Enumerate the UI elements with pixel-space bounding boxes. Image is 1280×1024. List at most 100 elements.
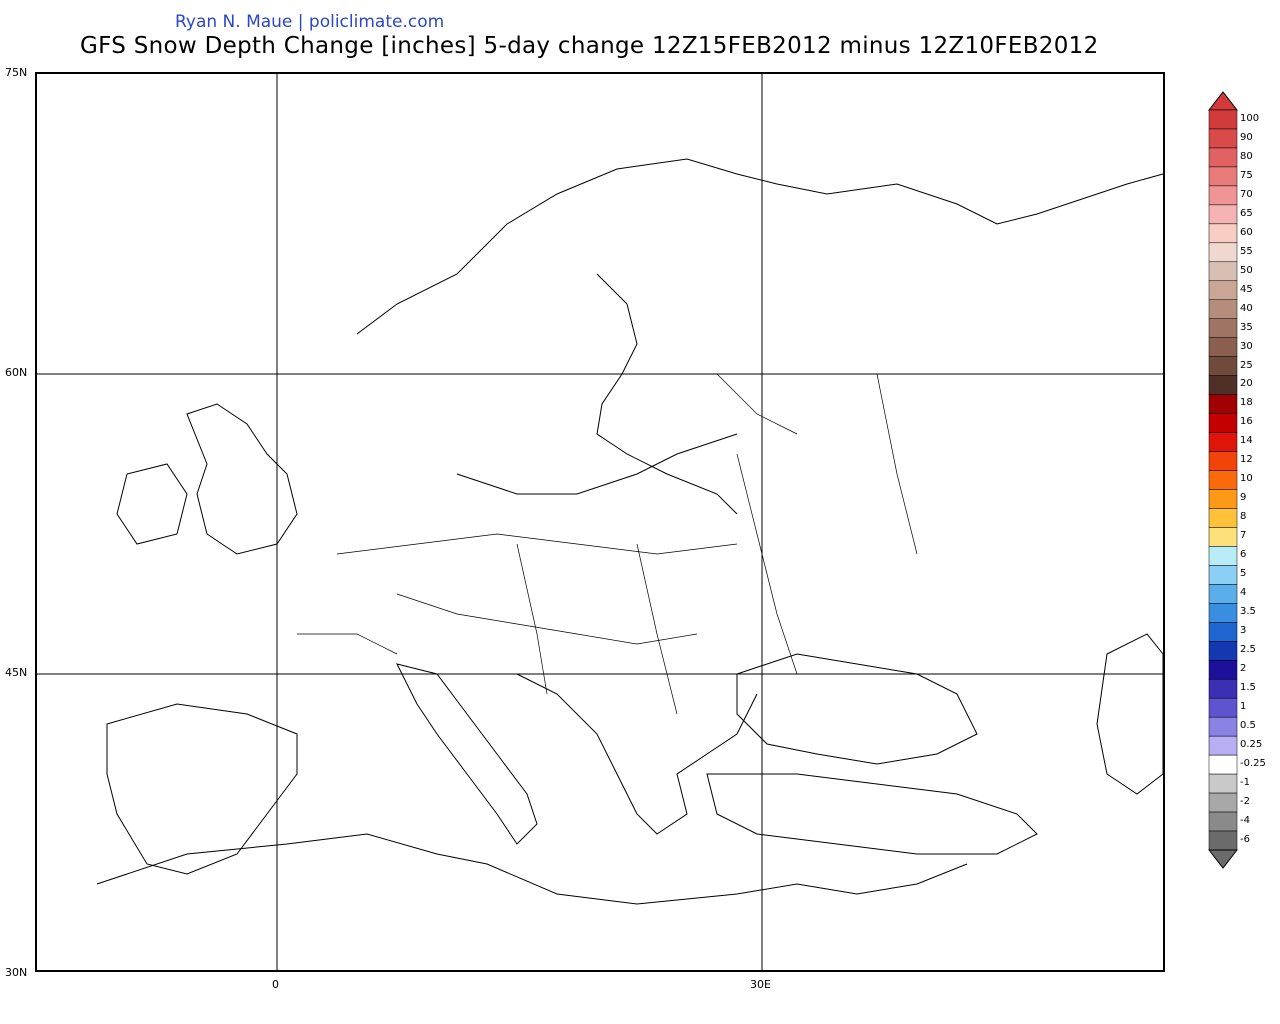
colorbar-label: 16 xyxy=(1240,416,1253,428)
colorbar-label: 40 xyxy=(1240,302,1253,314)
colorbar-swatch xyxy=(1208,128,1238,149)
colorbar-swatch xyxy=(1208,584,1238,604)
colorbar-label: 0.5 xyxy=(1240,720,1256,732)
colorbar-swatch xyxy=(1208,811,1238,832)
scandinavia-coast xyxy=(356,158,1163,335)
colorbar-label: 9 xyxy=(1240,492,1247,504)
colorbar-label: 55 xyxy=(1240,245,1253,257)
colorbar-label: 75 xyxy=(1240,169,1253,181)
colorbar-label: 1 xyxy=(1240,701,1247,713)
lon-label-0: 0 xyxy=(272,978,279,991)
colorbar-label: 2 xyxy=(1240,663,1247,675)
colorbar-label: 1.5 xyxy=(1240,682,1256,694)
north-africa-coast xyxy=(96,833,968,905)
credit-text: Ryan N. Maue | policlimate.com xyxy=(175,12,445,32)
colorbar-swatch xyxy=(1208,470,1238,490)
balkans-coast xyxy=(516,673,758,835)
colorbar-label: -4 xyxy=(1240,814,1250,826)
colorbar-label: -1 xyxy=(1240,776,1250,788)
colorbar-swatch xyxy=(1208,432,1238,452)
lon-label-30e: 30E xyxy=(750,978,771,991)
colorbar-swatch xyxy=(1208,641,1238,661)
colorbar-label: 18 xyxy=(1240,397,1253,409)
map-panel xyxy=(35,72,1165,972)
colorbar-swatch xyxy=(1208,280,1238,300)
colorbar-label: 70 xyxy=(1240,188,1253,200)
colorbar-swatch xyxy=(1208,716,1238,737)
colorbar-label: -2 xyxy=(1240,795,1250,807)
italy-coast xyxy=(396,663,538,845)
colorbar-label: 5 xyxy=(1240,568,1247,580)
colorbar-label: 3.5 xyxy=(1240,606,1256,618)
colorbar-label: 25 xyxy=(1240,359,1253,371)
map-title: GFS Snow Depth Change [inches] 5-day cha… xyxy=(80,33,1099,59)
colorbar-swatch xyxy=(1208,735,1238,756)
colorbar-swatch xyxy=(1208,318,1238,338)
colorbar-label: -0.25 xyxy=(1240,757,1266,769)
colorbar-label: 30 xyxy=(1240,340,1253,352)
colorbar-swatch xyxy=(1208,660,1238,680)
iberia-coast xyxy=(106,703,298,875)
colorbar-label: -6 xyxy=(1240,833,1250,845)
lat-label-60n: 60N xyxy=(5,366,28,379)
colorbar-label: 3 xyxy=(1240,625,1247,637)
colorbar-swatch xyxy=(1208,394,1238,414)
map-canvas xyxy=(37,74,1163,970)
colorbar-label: 12 xyxy=(1240,454,1253,466)
colorbar-swatch xyxy=(1208,109,1238,130)
colorbar-label: 65 xyxy=(1240,207,1253,219)
colorbar-min-arrow xyxy=(1208,849,1238,869)
colorbar-swatch xyxy=(1208,678,1238,699)
colorbar-label: 60 xyxy=(1240,226,1253,238)
colorbar-swatch xyxy=(1208,337,1238,357)
lat-label-75n: 75N xyxy=(5,66,28,79)
bothnia-coast xyxy=(596,273,738,515)
country-borders xyxy=(297,373,918,715)
colorbar-swatch xyxy=(1208,375,1238,395)
baltic-coast xyxy=(456,433,738,495)
colorbar-label: 45 xyxy=(1240,283,1253,295)
colorbar-label: 10 xyxy=(1240,473,1253,485)
colorbar-swatches xyxy=(1208,91,1238,869)
colorbar-swatch xyxy=(1208,603,1238,623)
colorbar-swatch xyxy=(1208,223,1238,244)
colorbar-label: 7 xyxy=(1240,530,1247,542)
colorbar-swatch xyxy=(1208,527,1238,547)
colorbar-label: 35 xyxy=(1240,321,1253,333)
colorbar-swatch xyxy=(1208,754,1238,775)
colorbar xyxy=(1208,90,1238,880)
colorbar-label: 20 xyxy=(1240,378,1253,390)
lat-label-30n: 30N xyxy=(5,966,28,979)
ireland-coast xyxy=(116,463,188,545)
colorbar-swatch xyxy=(1208,792,1238,813)
black-sea-coast xyxy=(736,653,978,765)
colorbar-swatch xyxy=(1208,773,1238,794)
colorbar-swatch xyxy=(1208,299,1238,319)
colorbar-swatch xyxy=(1208,261,1238,282)
colorbar-label: 90 xyxy=(1240,131,1253,143)
colorbar-swatch xyxy=(1208,546,1238,566)
colorbar-label: 50 xyxy=(1240,264,1253,276)
colorbar-label: 2.5 xyxy=(1240,644,1256,656)
colorbar-swatch xyxy=(1208,489,1238,509)
caspian-coast xyxy=(1096,633,1163,795)
colorbar-swatch xyxy=(1208,242,1238,263)
colorbar-label: 14 xyxy=(1240,435,1253,447)
colorbar-swatch xyxy=(1208,565,1238,585)
colorbar-label: 100 xyxy=(1240,112,1260,124)
colorbar-swatch xyxy=(1208,166,1238,187)
colorbar-label: 0.25 xyxy=(1240,739,1263,750)
britain-coast xyxy=(186,403,298,555)
colorbar-swatch xyxy=(1208,508,1238,528)
colorbar-label: 6 xyxy=(1240,549,1247,561)
colorbar-swatch xyxy=(1208,185,1238,206)
colorbar-label: 8 xyxy=(1240,511,1247,523)
colorbar-swatch xyxy=(1208,356,1238,376)
lat-label-45n: 45N xyxy=(5,666,28,679)
colorbar-swatch xyxy=(1208,413,1238,433)
colorbar-label: 80 xyxy=(1240,150,1253,162)
colorbar-swatch xyxy=(1208,147,1238,168)
anatolia-coast xyxy=(706,773,1038,855)
colorbar-swatch xyxy=(1208,830,1238,851)
colorbar-label: 4 xyxy=(1240,587,1247,599)
